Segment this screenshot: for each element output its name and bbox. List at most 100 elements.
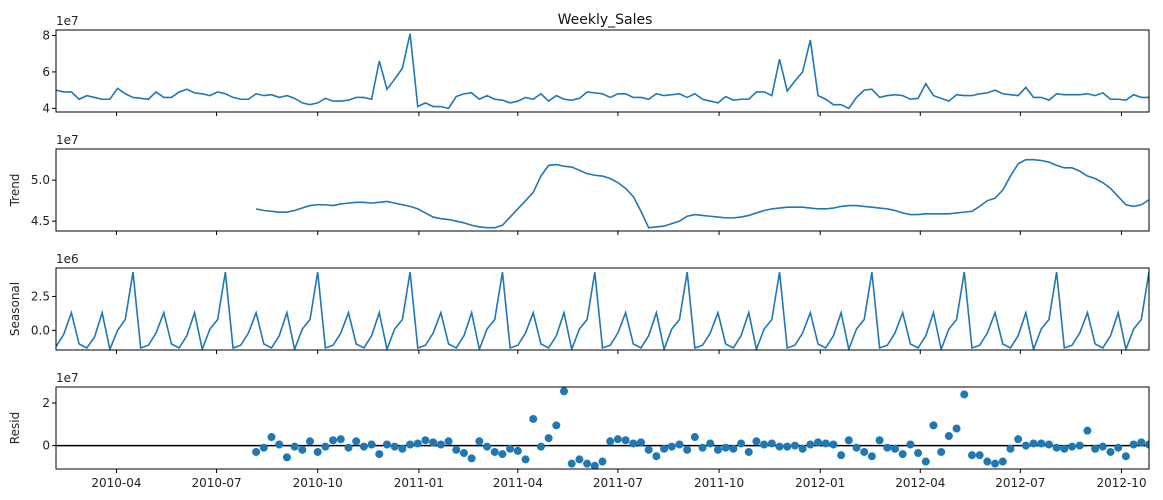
series-line-observed [56,33,1149,110]
resid-point [313,447,322,456]
resid-point [398,444,407,453]
resid-point [306,437,315,446]
resid-point [960,390,969,399]
resid-point [675,440,684,449]
resid-point [975,451,984,460]
resid-point [667,442,676,451]
y-axis-label: Resid [8,412,22,444]
y-tick-label: 2 [42,396,50,410]
resid-point [1052,443,1061,452]
resid-point [744,447,753,456]
resid-point [513,446,522,455]
resid-point [983,457,992,466]
resid-point [767,439,776,448]
panel-seasonal: 0.0 2.5 1e6 Seasonal [8,252,1150,354]
resid-point [1021,441,1030,450]
resid-point [706,439,715,448]
resid-point [1037,439,1046,448]
resid-point [259,443,268,452]
x-axis: 2010-04 2010-07 2010-10 2011-01 2011-04 2011-… [91,476,1146,490]
resid-point [1121,452,1130,461]
resid-point [321,442,330,451]
resid-point [406,440,415,449]
y-tick-label: 0 [42,439,50,453]
resid-point [1106,447,1115,456]
resid-point [752,437,761,446]
resid-point [359,442,368,451]
x-tick-label: 2012-10 [1096,476,1146,490]
resid-point [1060,444,1069,453]
resid-point [775,442,784,451]
y-tick-label: 0.0 [31,323,50,337]
resid-point [529,414,538,423]
panel-resid: 0 2 1e7 Resid [8,371,1150,473]
resid-point [444,437,453,446]
x-tick-label: 2011-07 [593,476,643,490]
resid-point [329,436,338,445]
plot-area [56,271,1149,350]
resid-point [860,447,869,456]
resid-point [821,439,830,448]
resid-point [929,421,938,430]
resid-point [552,421,561,430]
resid-point [506,444,515,453]
resid-point [798,444,807,453]
resid-point [783,442,792,451]
resid-point [436,440,445,449]
resid-point [914,449,923,458]
resid-point [560,387,569,396]
resid-point [1044,440,1053,449]
resid-point [967,451,976,460]
resid-point [590,461,599,469]
resid-point [721,443,730,452]
plot-area [56,33,1149,110]
x-tick-label: 2012-04 [895,476,945,490]
resid-point [521,455,530,464]
resid-point [1014,435,1023,444]
resid-point [375,450,384,459]
resid-point [729,444,738,453]
resid-point [429,438,438,447]
resid-point [1091,444,1100,453]
resid-point [806,440,815,449]
resid-point [683,445,692,454]
resid-point [1137,438,1146,447]
resid-point [991,459,1000,468]
resid-point [1083,426,1092,435]
resid-point [336,435,345,444]
resid-point [298,445,307,454]
resid-point [898,450,907,459]
x-tick-label: 2011-04 [493,476,543,490]
y-axis-label: Seasonal [8,282,22,336]
resid-point [1145,440,1149,449]
resid-point [475,437,484,446]
plot-area [255,158,1149,229]
resid-point [652,452,661,461]
resid-point [598,457,607,466]
y-multiplier-label: 1e7 [56,371,79,385]
resid-point [1114,443,1123,452]
y-tick-label: 4 [42,101,50,115]
resid-point [275,440,284,449]
resid-point [829,440,838,449]
resid-point [998,457,1007,466]
resid-point [852,443,861,452]
resid-point [690,433,699,442]
resid-point [467,454,476,463]
resid-point [606,437,615,446]
resid-point [875,436,884,445]
panel-trend: 4.5 5.0 1e7 Trend [8,133,1150,235]
x-tick-label: 2011-10 [694,476,744,490]
x-tick-label: 2010-10 [293,476,343,490]
resid-point [921,457,930,466]
series-line-seasonal [56,271,1149,350]
resid-point [421,436,430,445]
resid-point [952,424,961,433]
resid-point [1075,441,1084,450]
resid-point [814,438,823,447]
resid-point [844,436,853,445]
panel-frame [55,386,1150,470]
x-tick-label: 2010-04 [91,476,141,490]
resid-point [367,440,376,449]
